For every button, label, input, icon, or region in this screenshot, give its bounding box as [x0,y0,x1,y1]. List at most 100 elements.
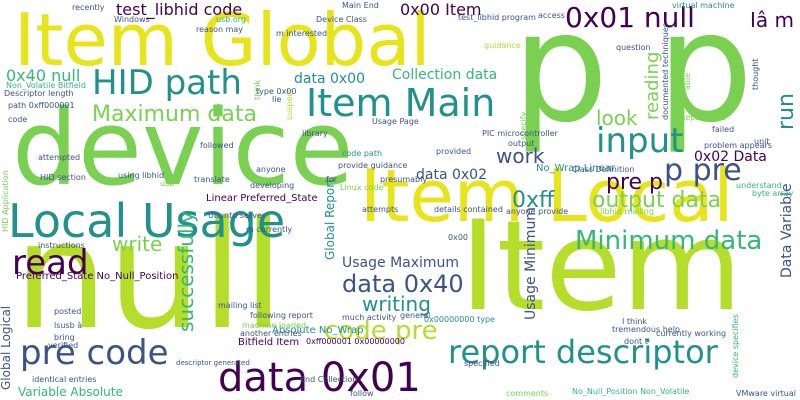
word-end-collection: End Collection [300,375,358,384]
word-question: question [616,43,651,52]
word-i-think: I think [622,317,648,326]
word-usage-minimum: Usage Minimum [523,207,539,320]
word-0x00: 0x00 [448,233,469,242]
word-presumably: presumably [380,175,428,184]
word-descriptor-generated: descriptor generated [176,359,250,367]
word-understand: understand [736,181,782,190]
word-failed: failed [712,125,735,134]
word-posted: posted [54,307,82,316]
word-recently: recently [72,3,105,12]
word-follow: follow [350,389,374,398]
word-0x00-item: 0x00 Item [400,0,482,19]
word-writing: writing [362,292,431,316]
word-output-data: output data [592,188,722,213]
word-test-libhid-code: test_libhid code [116,0,243,19]
word-class-definition: Class Definition [572,165,635,174]
word-preferred-no-null: Preferred_State No_Null_Position [16,271,179,282]
word-data-0x01: data 0x01 [218,355,421,400]
word-successfully: successfully [174,211,198,332]
word-details-contained: details contained [434,205,503,214]
word-usb-org: usb.org [216,15,246,24]
word-run: run [774,93,799,130]
word-variable-absolute: Variable Absolute [18,385,123,399]
word-pre-p: pre p [606,170,664,195]
word-data-0x40: data 0x40 [342,270,464,298]
word-descriptor-length: Descriptor length [4,89,74,98]
word-0xff: 0xff [512,188,555,213]
word-bring: bring [54,333,75,342]
word-p-pre: p pre [664,153,742,188]
word-pic-micro: PIC microcontroller [482,129,558,138]
word-translate: translate [194,175,230,184]
word-item-global: Item Global [14,0,431,82]
word-pre-code: pre code [20,333,169,373]
word-type-0x00: type 0x00 [256,87,297,96]
word-usage-page: Usage Page [372,117,419,126]
word-problem-appears: problem appears [704,141,772,150]
word-code-pre: code pre [324,316,438,346]
word-global-logical: Global Logical [0,305,13,390]
word-item-main: Item Main [306,81,496,125]
word-guidance: guidance [484,41,521,50]
word-absolute-no-wrap: Absolute No_Wrap [272,325,364,336]
word-0x00000000-type: 0x00000000 type [424,315,495,324]
word-test-libhid-program: test_libhid program [458,13,536,22]
word-0x02-data: 0x02 Data [694,149,767,165]
word-usb: usb [160,179,175,188]
word-device: device [12,87,354,209]
word-mailing-list: mailing list [218,301,262,310]
word-followed: followed [200,141,234,150]
word-identical-entries: identical entries [32,375,97,384]
word-unit: unit [754,137,770,146]
word-virtual-machine: virtual machine [672,1,735,10]
word-vmware-virtual: VMware virtual [736,389,796,398]
word-read: read [12,243,89,283]
word-for: for [326,175,337,184]
word-instructions: instructions [38,241,85,250]
word-anyone-provide: anyone provide [506,207,569,216]
word-work: work [496,144,545,168]
word-developing: developing [250,181,295,190]
word-item-local: Item Local [360,154,734,238]
word-minimum-data: Minimum data [575,226,763,256]
word-reason-may: reason may [196,25,244,34]
word-non-volatile-bitfield: Non_Volatile Bitfield [6,81,86,90]
word-attempts: attempts [362,205,399,214]
word-linear-preferred-state: Linear Preferred_State [206,193,318,204]
word-device-specifies: device specifies [731,314,740,378]
word-tremendous-help: tremendous help [612,325,681,334]
word-hid-section: HID section [40,173,86,182]
word-code: code [8,115,28,124]
word-documented-techniques: documented techniques [661,23,670,120]
word-0x40-null: 0x40 null [6,66,81,85]
word-global-report: Global Report [323,178,337,260]
word-null: null [14,190,284,362]
word-bitfield-item: Bitfield Item [238,337,300,348]
word-report-size: Report Size [680,113,726,122]
word-ia-m: Iâ m [750,8,794,32]
word-local-usage: Local Usage [8,194,286,248]
word-write: write [112,232,163,256]
word-libhid-mailing: libhid mailing [600,207,654,216]
word-reading: reading [642,51,663,120]
word-0xff000001: 0xff000001 0x00000000 [306,337,405,346]
word-report-descriptor: report descriptor [448,333,718,371]
word-path-0xff: path 0xff000001 [8,101,75,110]
word-hid-application: HID Application [1,170,10,232]
word-ubuntu-server: Ubuntu server [208,211,266,220]
word-main-end: Main End [342,1,379,10]
word-item: Item [460,195,743,339]
word-input: input [596,121,684,161]
word-collection-data: Collection data [392,67,498,83]
word-comments: comments [506,389,549,398]
word-windows: Windows [114,15,150,24]
word-maximum-data: Maximum data [92,102,257,127]
word-data-0x00: data 0x00 [294,71,365,87]
word-provide-guidance: provide guidance [338,161,408,170]
word-machine-loaded: machine loaded [242,321,307,330]
word-another-entries: another entries [240,329,302,338]
word-following-report: following report [250,311,313,320]
word-much-activity: much activity [342,313,397,322]
word-code-path: code path [342,149,383,158]
